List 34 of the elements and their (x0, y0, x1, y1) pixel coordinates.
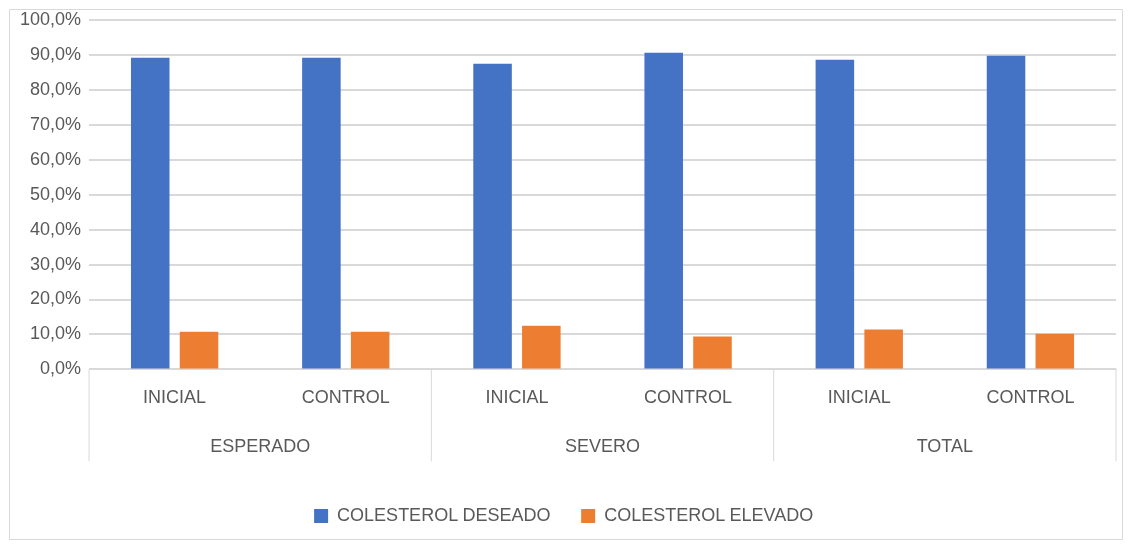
y-tick-label: 20,0% (30, 288, 82, 309)
y-tick-label: 90,0% (30, 43, 82, 64)
x-tick-label: INICIAL (485, 387, 549, 408)
x-tick-label: INICIAL (827, 387, 891, 408)
y-tick-label: 10,0% (30, 323, 82, 344)
x-tick-label: INICIAL (143, 387, 207, 408)
y-tick-label: 60,0% (30, 148, 82, 169)
bar (179, 331, 219, 369)
bar (302, 57, 341, 369)
x-tick-label: CONTROL (301, 387, 390, 408)
y-tick-label: 80,0% (30, 78, 82, 99)
y-tick-label: 40,0% (30, 218, 82, 239)
bar (522, 325, 561, 369)
bar (815, 59, 855, 369)
x-tick-label: CONTROL (986, 387, 1075, 408)
text: ESPERADO (210, 436, 311, 457)
bar (986, 55, 1026, 369)
bar (473, 63, 512, 369)
bar (644, 52, 683, 369)
y-tick-label: 100,0% (19, 8, 82, 29)
y-tick-label: 0,0% (40, 358, 82, 379)
legend-label: COLESTEROL DESEADO (337, 504, 551, 525)
text: SEVERO (565, 436, 641, 457)
y-tick-label: 50,0% (30, 183, 82, 204)
bar (1035, 333, 1075, 369)
y-tick-label: 70,0% (30, 113, 82, 134)
x-tick-label: CONTROL (644, 387, 733, 408)
text: TOTAL (916, 436, 974, 457)
bar (130, 57, 170, 369)
bar (693, 336, 732, 369)
bar (864, 329, 903, 369)
bar (350, 331, 390, 369)
y-tick-label: 30,0% (30, 253, 82, 274)
legend-label: COLESTEROL ELEVADO (604, 504, 814, 525)
